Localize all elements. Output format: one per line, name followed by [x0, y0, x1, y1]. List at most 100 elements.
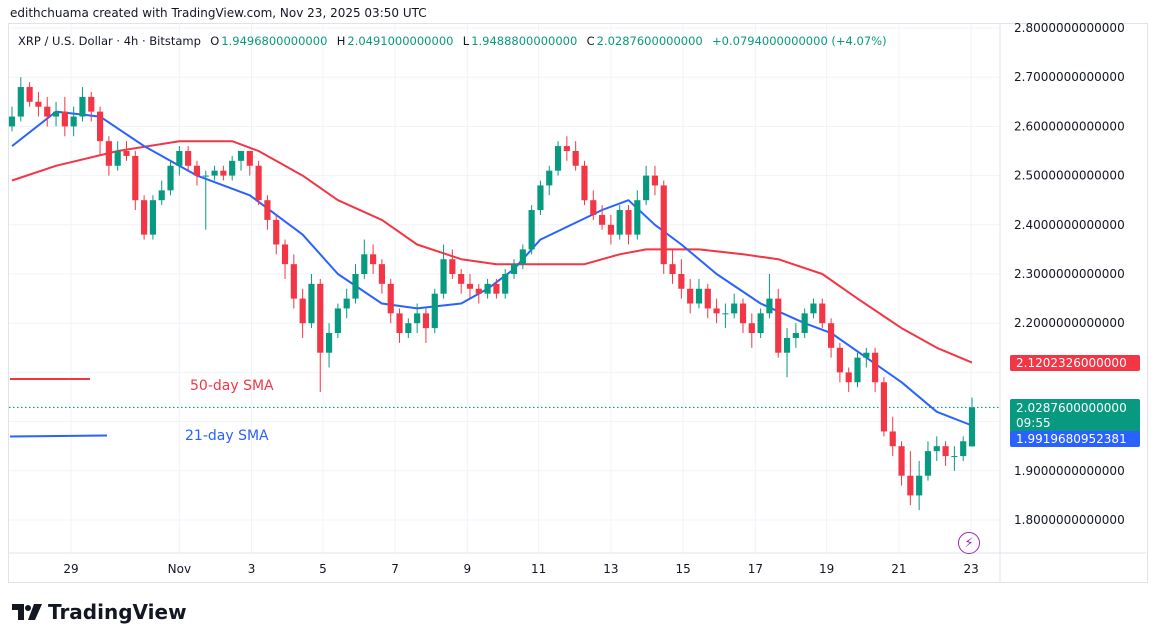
- candle: [141, 195, 148, 240]
- logo-text: TradingView: [48, 600, 187, 624]
- candle-body: [537, 185, 544, 211]
- candle: [722, 303, 729, 329]
- candle: [334, 303, 341, 338]
- candle: [458, 269, 465, 294]
- candle-body: [61, 111, 68, 127]
- candle: [968, 397, 976, 447]
- candle: [405, 318, 412, 338]
- candle: [731, 293, 738, 319]
- candle: [581, 160, 588, 206]
- candle: [880, 377, 888, 437]
- candle-body: [17, 87, 24, 117]
- candle: [449, 249, 456, 279]
- candle: [167, 160, 174, 196]
- candle: [651, 165, 659, 196]
- candle: [475, 283, 482, 304]
- candle-body: [475, 288, 482, 294]
- candle-body: [334, 308, 341, 334]
- tradingview-logo: TradingView: [12, 600, 187, 624]
- candle: [854, 352, 861, 388]
- candle-body: [898, 446, 905, 476]
- candle: [52, 101, 60, 127]
- candle: [299, 288, 306, 338]
- candle: [96, 106, 104, 156]
- sma21-price-tag: 1.9919680952381: [1010, 431, 1140, 447]
- chart-frame: [8, 23, 1148, 583]
- y-tick-label: 2.4000000000000: [1014, 218, 1125, 232]
- sma50-legend-line: [10, 378, 90, 380]
- candle: [924, 441, 932, 481]
- candle: [211, 165, 218, 181]
- candle: [220, 165, 227, 181]
- open-label: O: [210, 34, 220, 48]
- candle: [687, 278, 694, 314]
- candle: [370, 244, 377, 274]
- candle: [660, 180, 667, 274]
- candle-body: [863, 352, 870, 358]
- y-tick-label: 2.8000000000000: [1014, 21, 1125, 35]
- x-tick-label: 21: [891, 562, 906, 576]
- candle: [396, 308, 403, 343]
- x-tick-label: 15: [675, 562, 690, 576]
- close-value: 2.0287600000000: [596, 34, 703, 48]
- candle: [554, 141, 562, 176]
- candle: [898, 441, 905, 486]
- candle: [704, 283, 711, 319]
- candle: [484, 278, 491, 299]
- candle: [933, 436, 940, 461]
- candle-body: [889, 431, 896, 447]
- candle: [537, 180, 544, 215]
- candle-body: [8, 116, 16, 127]
- candle-body: [440, 259, 447, 294]
- y-tick-label: 2.2000000000000: [1014, 316, 1125, 330]
- candle: [678, 259, 685, 299]
- x-tick-label: 3: [248, 562, 256, 576]
- candle: [414, 303, 421, 334]
- sma21-line: [11, 110, 973, 427]
- candle-body: [176, 151, 183, 166]
- candle-body: [211, 170, 218, 176]
- candle: [546, 165, 553, 196]
- y-tick-label: 2.3000000000000: [1014, 267, 1125, 281]
- candle: [960, 436, 967, 461]
- candle-body: [405, 323, 412, 334]
- candle-body: [660, 185, 667, 265]
- candle: [61, 96, 68, 137]
- candle-body: [378, 264, 385, 284]
- candle-body: [317, 283, 324, 353]
- candle: [590, 190, 597, 220]
- x-tick-label: 11: [531, 562, 546, 576]
- candle: [70, 106, 77, 137]
- candle: [951, 446, 958, 471]
- candle-body: [599, 214, 606, 225]
- candle-body: [237, 151, 245, 161]
- x-tick-label: 29: [63, 562, 78, 576]
- candle: [616, 205, 623, 240]
- y-tick-label: 2.7000000000000: [1014, 70, 1125, 84]
- candle-body: [819, 303, 826, 324]
- candle-body: [731, 303, 738, 314]
- candle-body: [88, 96, 95, 112]
- candle: [563, 136, 570, 161]
- candle-body: [149, 200, 156, 235]
- candle-body: [290, 264, 297, 299]
- candle-body: [493, 283, 500, 294]
- candle-body: [836, 347, 843, 373]
- candle: [766, 274, 773, 319]
- candle-body: [616, 210, 623, 235]
- candle-body: [35, 101, 42, 107]
- lightning-icon[interactable]: ⚡: [958, 532, 980, 554]
- candle-body: [572, 151, 579, 166]
- candle-body: [79, 96, 86, 117]
- candle-body: [26, 87, 33, 102]
- candle: [132, 151, 139, 211]
- candle-body: [132, 155, 139, 201]
- candle: [361, 239, 368, 279]
- candle-body: [968, 407, 976, 447]
- symbol-legend: XRP / U.S. Dollar · 4h · Bitstamp O 1.949…: [18, 34, 889, 48]
- x-tick-label: 23: [963, 562, 978, 576]
- x-tick-label: 9: [464, 562, 472, 576]
- credit-line: edithchuama created with TradingView.com…: [10, 6, 427, 20]
- candle: [352, 264, 359, 304]
